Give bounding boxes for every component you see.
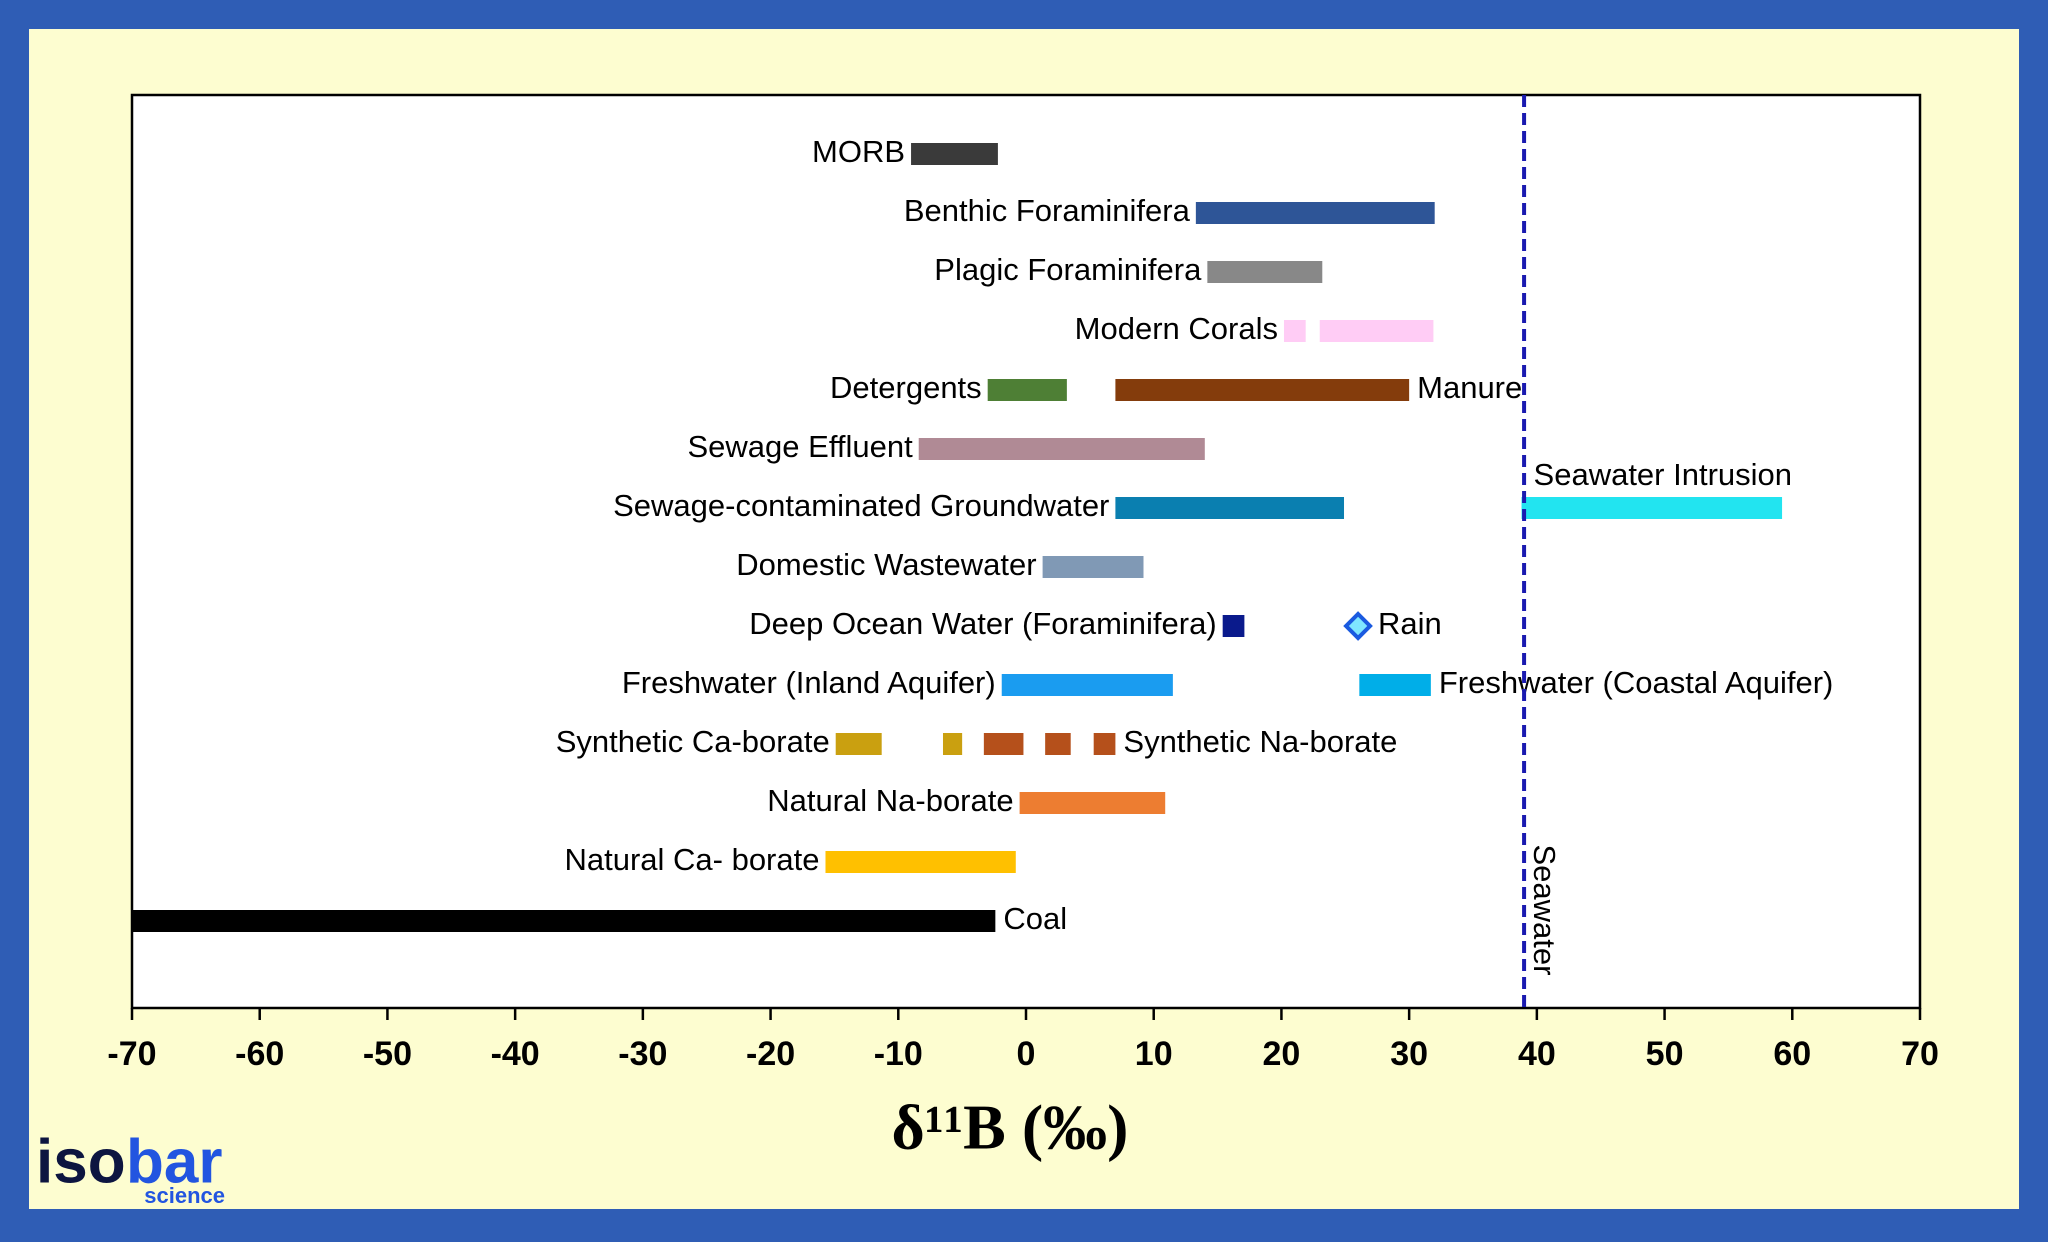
range-bar [1283, 320, 1306, 342]
series-label: Coal [1003, 901, 1067, 936]
point-marker [1343, 611, 1373, 641]
series-label: MORB [812, 134, 905, 169]
x-tick-label: -30 [618, 1035, 667, 1073]
x-tick-label: -50 [363, 1035, 412, 1073]
range-bar [1222, 615, 1245, 637]
x-tick-label: 10 [1135, 1035, 1173, 1073]
range-bar [918, 438, 1205, 460]
series-label: Freshwater (Inland Aquifer) [622, 665, 996, 700]
series-label: Plagic Foraminifera [934, 252, 1202, 287]
x-tick-label: 0 [1017, 1035, 1036, 1073]
x-tick-label: -70 [107, 1035, 156, 1073]
range-bar [825, 851, 1016, 873]
series-label: Sewage-contaminated Groundwater [613, 488, 1109, 523]
range-bar [987, 379, 1067, 401]
range-bar [1359, 674, 1431, 696]
range-bar [1042, 556, 1144, 578]
series-label: Modern Corals [1075, 311, 1278, 346]
series-label: Benthic Foraminifera [904, 193, 1191, 228]
series-label: Natural Na-borate [767, 783, 1013, 818]
series-label: Deep Ocean Water (Foraminifera) [749, 606, 1216, 641]
range-bar [1207, 261, 1323, 283]
series-label: Freshwater (Coastal Aquifer) [1439, 665, 1834, 700]
series-label: Rain [1378, 606, 1442, 641]
range-bar [835, 733, 882, 755]
plot-area [130, 93, 1922, 1010]
series-label: Seawater Intrusion [1534, 457, 1792, 492]
x-tick-label: 60 [1773, 1035, 1811, 1073]
series-label: Domestic Wastewater [736, 547, 1036, 582]
series-label: Manure [1417, 370, 1522, 405]
range-bar [1319, 320, 1434, 342]
x-tick-label: 30 [1390, 1035, 1428, 1073]
x-tick-label: 70 [1901, 1035, 1939, 1073]
x-tick-label: -60 [235, 1035, 284, 1073]
series-label: Synthetic Ca-borate [556, 724, 830, 759]
series-label: Natural Ca- borate [564, 842, 819, 877]
range-bar [942, 733, 963, 755]
x-tick-label: -40 [491, 1035, 540, 1073]
range-bar [1093, 733, 1116, 755]
x-tick-label: 20 [1263, 1035, 1301, 1073]
x-tick-label: 50 [1646, 1035, 1684, 1073]
range-bar [1195, 202, 1435, 224]
range-bar [1001, 674, 1173, 696]
range-bar [911, 143, 998, 165]
range-bar [1115, 497, 1345, 519]
x-tick-label: -20 [746, 1035, 795, 1073]
series-label: Sewage Effluent [688, 429, 914, 464]
range-bar [983, 733, 1024, 755]
x-tick-label: 40 [1518, 1035, 1556, 1073]
range-bar [1045, 733, 1071, 755]
x-axis-label: δ¹¹B (‰) [892, 1092, 1129, 1163]
range-bar [1019, 792, 1166, 814]
logo-part2: bar [126, 1127, 222, 1196]
x-tick-label: -10 [874, 1035, 923, 1073]
series-label: Detergents [830, 370, 982, 405]
logo-part1: iso [36, 1127, 126, 1196]
reference-label: Seawater [1527, 845, 1562, 976]
range-bar [1521, 497, 1783, 519]
range-bar [132, 910, 996, 932]
range-bar [1115, 379, 1410, 401]
logo-sub: science [144, 1183, 225, 1208]
series-label: Synthetic Na-borate [1123, 724, 1397, 759]
